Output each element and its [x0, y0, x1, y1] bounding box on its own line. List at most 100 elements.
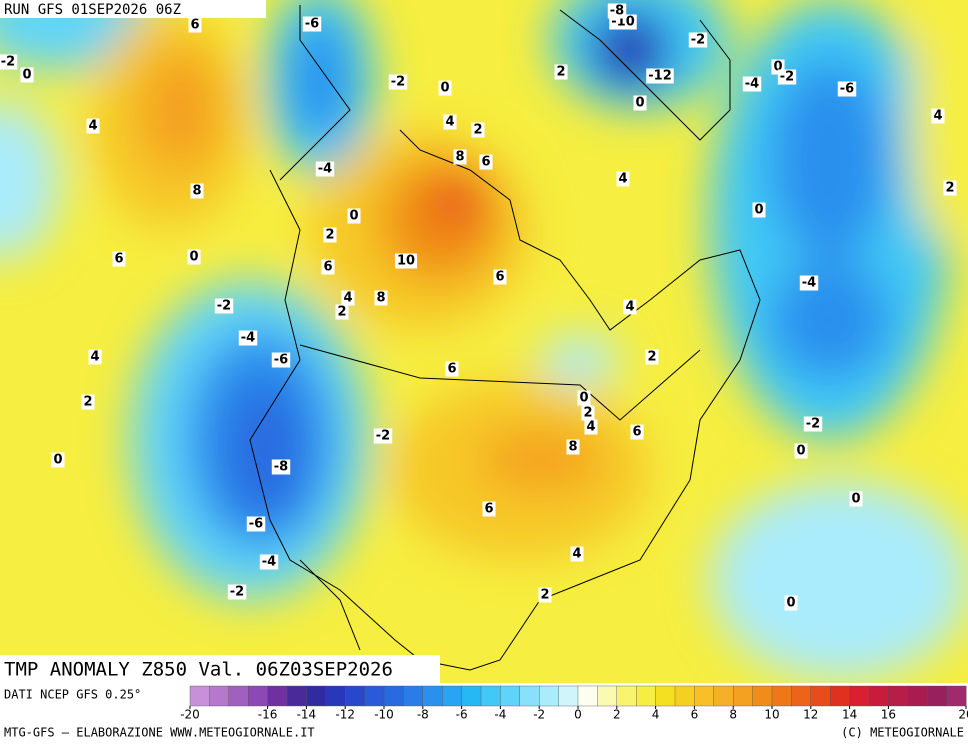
- contour-label-box: [645, 349, 659, 365]
- contour-label: 0: [773, 60, 782, 75]
- colorbar-swatch: [888, 685, 909, 707]
- contour-label: 4: [572, 547, 581, 562]
- run-box: [0, 0, 266, 18]
- contour-label: -8: [610, 4, 624, 19]
- colorbar-swatch: [500, 685, 521, 707]
- contour-label: 4: [88, 119, 97, 134]
- contour-label-box: [630, 424, 644, 440]
- contour-label-box: [570, 546, 584, 562]
- contour-label: 2: [325, 228, 334, 243]
- contour-label-box: [794, 443, 808, 459]
- contour-label: 2: [647, 350, 656, 365]
- colorbar-swatch: [830, 685, 851, 707]
- contour-label-box: [373, 428, 393, 444]
- contour-label: -4: [802, 276, 816, 291]
- contour-label: 4: [343, 291, 352, 306]
- contour-label-box: [394, 253, 418, 269]
- contour-label: -8: [274, 460, 288, 475]
- contour-label: -4: [745, 77, 759, 92]
- contour-label-box: [799, 275, 819, 291]
- contour-label-box: [214, 298, 234, 314]
- contour-label-box: [777, 69, 797, 85]
- contour-label-box: [837, 81, 857, 97]
- contour-label: 2: [556, 65, 565, 80]
- contour-label: 6: [481, 155, 490, 170]
- colorbar-tick-label: 16: [881, 708, 896, 722]
- contour-label: 6: [190, 18, 199, 33]
- colorbar-swatch: [733, 685, 754, 707]
- contour-label-box: [227, 584, 247, 600]
- contour-label: 0: [440, 81, 449, 96]
- contour-label-box: [188, 17, 202, 33]
- colorbar-tick-label: 8: [729, 708, 737, 722]
- contour-label-box: [784, 595, 798, 611]
- contour-label: 4: [625, 300, 634, 315]
- contour-label-box: [538, 587, 552, 603]
- colorbar-swatch: [849, 685, 870, 707]
- contour-label-box: [445, 361, 459, 377]
- contour-label: -6: [305, 17, 319, 32]
- colorbar-swatch: [597, 685, 618, 707]
- contour-label: 8: [568, 440, 577, 455]
- colorbar-tick-label: 4: [652, 708, 660, 722]
- contour-label: 2: [337, 305, 346, 320]
- contour-label: 6: [484, 502, 493, 517]
- colorbar-swatch: [946, 685, 967, 707]
- colorbar-tick-label: 0: [574, 708, 582, 722]
- contour-label: 6: [323, 260, 332, 275]
- colorbar-tick-label: -10: [374, 708, 394, 722]
- contour-label: 6: [447, 362, 456, 377]
- contour-label-box: [88, 349, 102, 365]
- colorbar-swatch: [209, 685, 230, 707]
- contour-label: 10: [397, 254, 415, 269]
- colorbar-swatch: [713, 685, 734, 707]
- contour-label-box: [271, 352, 291, 368]
- colorbar-swatch: [480, 685, 501, 707]
- contour-label: -6: [274, 353, 288, 368]
- colorbar-swatch: [577, 685, 598, 707]
- colorbar-tick-label: -12: [335, 708, 355, 722]
- contour-label-box: [581, 405, 595, 421]
- contour-label: 0: [22, 68, 31, 83]
- contour-label-box: [335, 304, 349, 320]
- colorbar-swatch: [247, 685, 269, 707]
- footer-left: MTG-GFS — ELABORAZIONE WWW.METEOGIORNALE…: [4, 726, 315, 740]
- contour-label-box: [482, 501, 496, 517]
- colorbar-swatch: [558, 685, 579, 707]
- contour-label-box: [943, 180, 957, 196]
- contour-label-box: [479, 154, 493, 170]
- colorbar-swatch: [228, 685, 249, 707]
- contour-label: -2: [376, 429, 390, 444]
- contour-label-box: [438, 80, 452, 96]
- colorbar-swatch: [189, 685, 210, 707]
- colorbar-tick-label: -8: [417, 708, 429, 722]
- contour-label-box: [616, 171, 630, 187]
- contour-label: 8: [455, 150, 464, 165]
- colorbar-swatch: [422, 685, 443, 707]
- colorbar-swatch: [791, 685, 812, 707]
- colorbar-swatch: [752, 685, 773, 707]
- contour-label-box: [238, 330, 258, 346]
- contour-label: 4: [586, 420, 595, 435]
- contour-label: -4: [241, 331, 255, 346]
- contour-label-box: [81, 394, 95, 410]
- contour-label-box: [302, 16, 322, 32]
- contour-label-box: [554, 64, 568, 80]
- colorbar-tick-label: -16: [258, 708, 278, 722]
- contour-label-box: [323, 227, 337, 243]
- colorbar-swatch: [461, 685, 482, 707]
- contour-label: 2: [83, 395, 92, 410]
- colorbar-tick-label: -2: [533, 708, 545, 722]
- contour-label-box: [443, 114, 457, 130]
- colorbar-swatch: [927, 685, 948, 707]
- colorbar-tick-label: 12: [803, 708, 818, 722]
- contour-label: 0: [754, 203, 763, 218]
- colorbar-tick-label: 20: [958, 708, 968, 722]
- contour-label: -2: [691, 33, 705, 48]
- contour-label: 4: [445, 115, 454, 130]
- colorbar-swatch: [519, 685, 540, 707]
- colorbar-swatch: [539, 685, 560, 707]
- contour-label-box: [566, 439, 580, 455]
- contour-label-box: [315, 161, 335, 177]
- colorbar-tick-label: 14: [842, 708, 857, 722]
